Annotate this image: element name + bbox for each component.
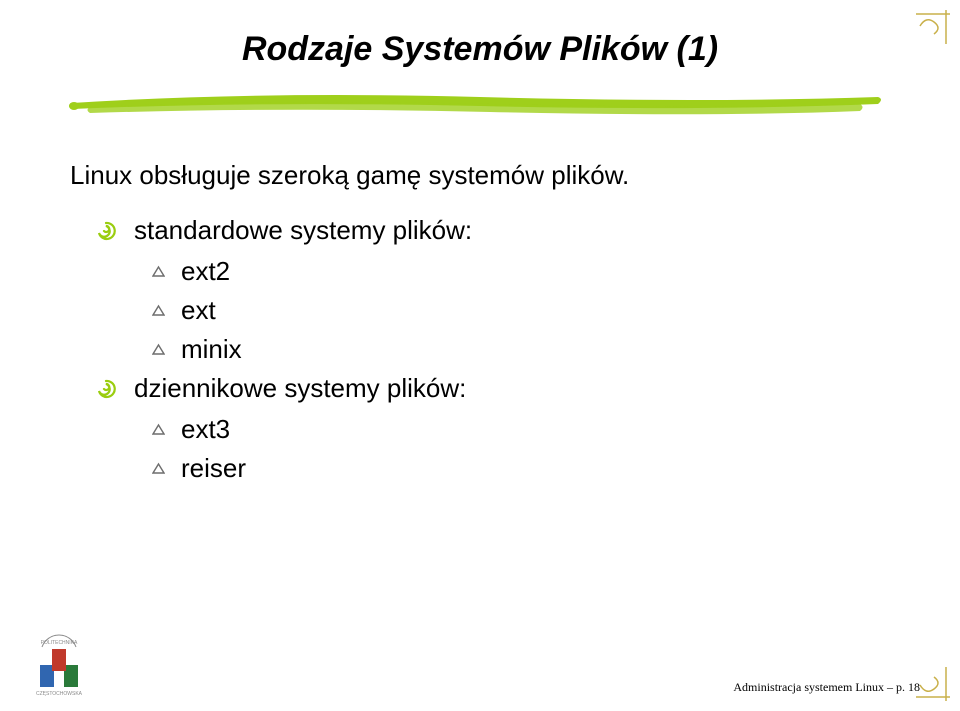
slide-title: Rodzaje Systemów Plików (1) <box>60 30 900 69</box>
triangle-bullet-icon <box>152 462 165 475</box>
institution-logo: POLITECHNIKA iS CZĘSTOCHOWSKA <box>20 633 98 697</box>
corner-ornament-top-right <box>912 6 954 48</box>
section: dziennikowe systemy plików: <box>96 373 900 404</box>
section-label: dziennikowe systemy plików: <box>134 373 466 404</box>
svg-text:POLITECHNIKA: POLITECHNIKA <box>41 640 78 646</box>
list-item-label: ext3 <box>181 414 230 445</box>
list-item: ext3 <box>152 414 900 445</box>
slide: Rodzaje Systemów Plików (1) Linux obsług… <box>0 0 960 711</box>
triangle-bullet-icon <box>152 423 165 436</box>
swirl-bullet-icon <box>96 379 116 399</box>
section-label: standardowe systemy plików: <box>134 215 472 246</box>
section: standardowe systemy plików: <box>96 215 900 246</box>
title-underline <box>60 87 890 119</box>
triangle-bullet-icon <box>152 304 165 317</box>
svg-text:iS: iS <box>54 675 64 686</box>
list-item-label: reiser <box>181 453 246 484</box>
triangle-bullet-icon <box>152 343 165 356</box>
list-item: ext <box>152 295 900 326</box>
list-item-label: ext2 <box>181 256 230 287</box>
intro-text: Linux obsługuje szeroką gamę systemów pl… <box>70 160 900 191</box>
list-item-label: ext <box>181 295 216 326</box>
triangle-bullet-icon <box>152 265 165 278</box>
list-item: ext2 <box>152 256 900 287</box>
swirl-bullet-icon <box>96 221 116 241</box>
svg-text:CZĘSTOCHOWSKA: CZĘSTOCHOWSKA <box>36 691 83 697</box>
list-item: minix <box>152 334 900 365</box>
list-item-label: minix <box>181 334 242 365</box>
footer-text: Administracja systemem Linux – p. 18 <box>733 680 920 695</box>
list-item: reiser <box>152 453 900 484</box>
